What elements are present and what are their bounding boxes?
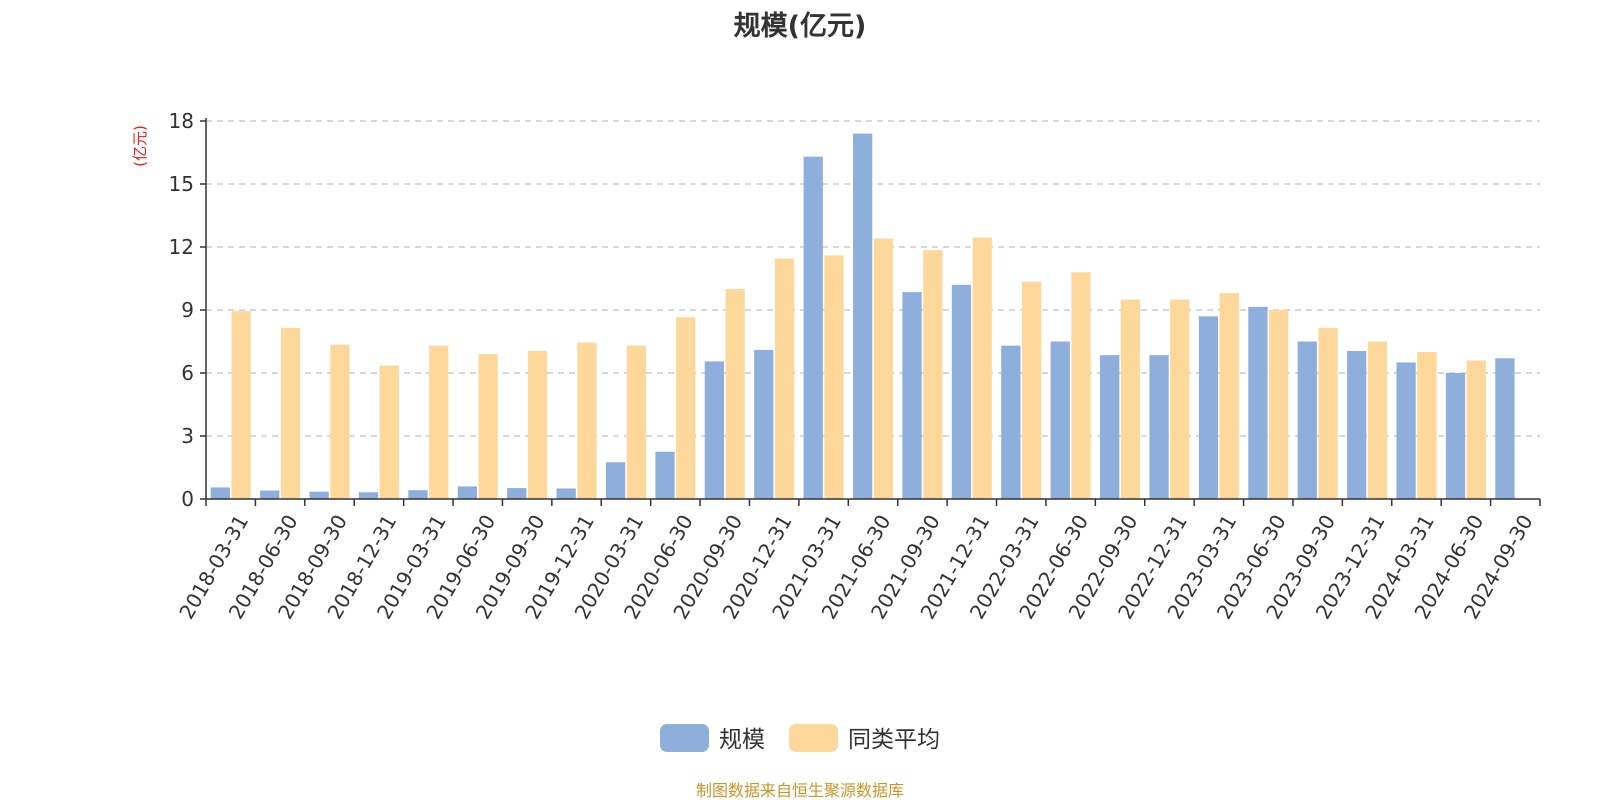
- y-tick-label: 9: [181, 298, 194, 322]
- bar-peer-average: [1219, 293, 1239, 499]
- y-tick-label: 18: [169, 109, 194, 133]
- bar-peer-average: [231, 311, 251, 499]
- y-tick-label: 3: [181, 424, 194, 448]
- grid-lines: [206, 120, 1540, 437]
- bar-scale: [605, 462, 626, 499]
- bar-peer-average: [725, 289, 745, 499]
- bar-scale: [754, 349, 774, 499]
- bar-peer-average: [1318, 327, 1338, 499]
- bar-peer-average: [1466, 360, 1486, 499]
- y-tick-label: 6: [181, 361, 194, 385]
- y-tick-label: 0: [181, 487, 194, 511]
- bar-peer-average: [1367, 341, 1388, 499]
- bar-peer-average: [1120, 299, 1141, 499]
- bar-scale: [1100, 355, 1120, 499]
- bar-peer-average: [676, 317, 696, 499]
- legend-swatch: [660, 724, 709, 752]
- bar-scale: [457, 486, 477, 499]
- bar-scale: [556, 488, 576, 499]
- bar-peer-average: [280, 327, 301, 499]
- bar-scale: [358, 492, 379, 499]
- bar-peer-average: [429, 345, 449, 499]
- y-tick-label: 12: [169, 235, 194, 259]
- bar-peer-average: [527, 350, 548, 499]
- bars: [210, 133, 1515, 500]
- bar-scale: [655, 451, 675, 499]
- bar-scale: [1050, 341, 1070, 499]
- bar-peer-average: [923, 250, 943, 499]
- bar-scale: [507, 488, 527, 499]
- bar-peer-average: [873, 238, 894, 499]
- bar-peer-average: [1170, 299, 1190, 499]
- bar-scale: [951, 284, 972, 499]
- bar-scale: [704, 361, 725, 499]
- bar-scale: [309, 491, 329, 499]
- bar-peer-average: [379, 365, 399, 499]
- bar-scale: [1198, 316, 1219, 499]
- legend-label: 同类平均: [848, 727, 940, 753]
- bar-scale: [260, 490, 280, 499]
- bar-scale: [803, 156, 823, 499]
- bar-peer-average: [972, 237, 992, 500]
- bar-scale: [1396, 362, 1416, 499]
- bar-peer-average: [1021, 281, 1042, 499]
- bar-scale: [1248, 306, 1268, 499]
- bar-peer-average: [1417, 352, 1437, 499]
- bar-peer-average: [478, 354, 498, 499]
- legend-swatch: [789, 724, 838, 752]
- bar-scale: [1149, 355, 1169, 499]
- bar-scale: [210, 487, 230, 499]
- bar-peer-average: [774, 258, 795, 499]
- legend-label: 规模: [719, 727, 765, 753]
- bar-peer-average: [1269, 310, 1289, 499]
- bar-scale: [408, 490, 428, 499]
- bar-peer-average: [577, 342, 597, 499]
- bar-peer-average: [626, 345, 646, 499]
- bar-scale: [1001, 345, 1021, 499]
- bar-scale: [1297, 341, 1317, 499]
- bar-scale: [852, 133, 873, 499]
- legend: 规模 同类平均: [660, 724, 940, 753]
- bar-scale: [1347, 350, 1367, 499]
- y-axis-unit-label: (亿元): [131, 125, 149, 167]
- bar-scale: [1445, 373, 1466, 499]
- y-tick-label: 15: [169, 172, 194, 196]
- bar-scale: [902, 292, 922, 499]
- bar-peer-average: [330, 344, 350, 499]
- bar-peer-average: [1071, 272, 1091, 499]
- data-source-note: 制图数据来自恒生聚源数据库: [695, 781, 904, 800]
- bar-scale: [1495, 358, 1515, 499]
- bar-peer-average: [824, 255, 844, 499]
- chart-title: 规模(亿元): [733, 11, 867, 42]
